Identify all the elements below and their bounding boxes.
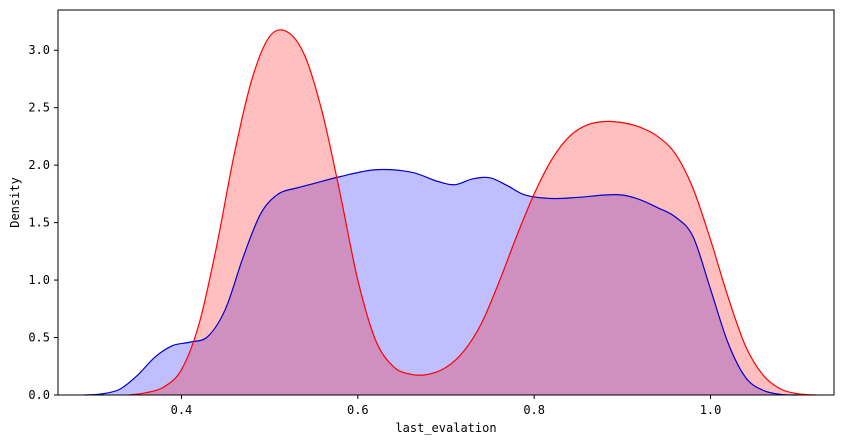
y-axis-label: Density	[8, 177, 22, 228]
x-tick-label: 0.4	[171, 403, 193, 417]
density-area-2	[128, 29, 817, 396]
density-line-2	[128, 29, 817, 396]
x-tick-label: 1.0	[700, 403, 722, 417]
x-tick-label: 0.8	[523, 403, 545, 417]
plot-area	[84, 29, 817, 396]
plot-frame	[57, 9, 835, 396]
y-tick-label: 1.0	[28, 273, 50, 287]
density-area-1	[84, 169, 799, 395]
x-axis-label: last_evalation	[395, 421, 496, 435]
y-axis: 0.0 0.5 1.0 1.5 2.0 2.5 3.0	[28, 43, 58, 402]
y-tick-label: 3.0	[28, 43, 50, 57]
y-tick-label: 2.0	[28, 158, 50, 172]
y-tick-label: 2.5	[28, 101, 50, 115]
y-tick-label: 1.5	[28, 216, 50, 230]
y-tick-label: 0.5	[28, 331, 50, 345]
x-axis: 0.4 0.6 0.8 1.0	[171, 395, 722, 417]
density-line-1	[84, 168, 799, 396]
x-tick-label: 0.6	[347, 403, 369, 417]
y-tick-label: 0.0	[28, 388, 50, 402]
